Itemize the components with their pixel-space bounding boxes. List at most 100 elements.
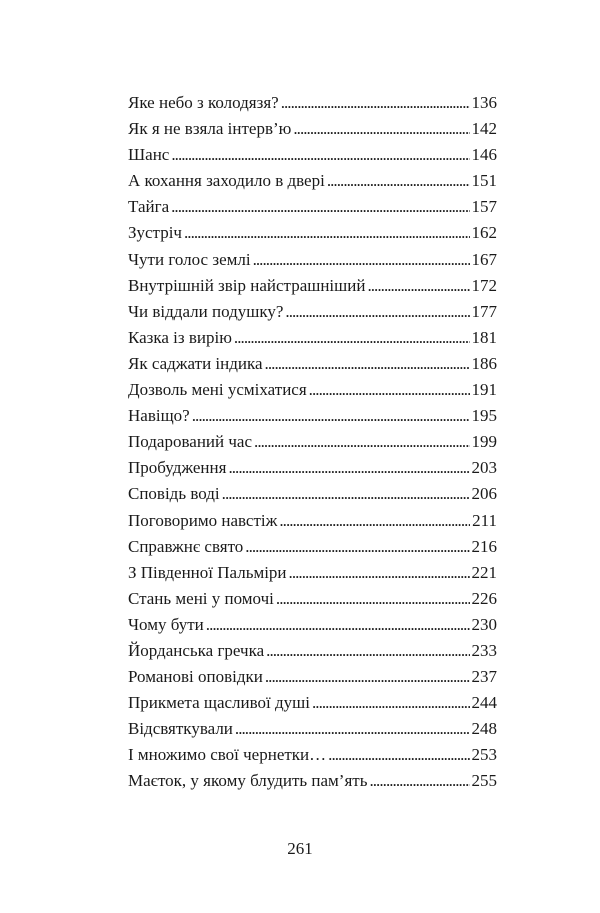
- toc-entry-title: Чому бути: [128, 614, 204, 634]
- dot-leader: [222, 481, 470, 507]
- dot-leader: [171, 194, 469, 220]
- toc-entry-title: Йорданська гречка: [128, 640, 265, 660]
- toc-entry-title: Як я не взяла інтерв’ю: [128, 119, 292, 139]
- toc-entry-title: І множимо свої чернетки…: [128, 745, 327, 765]
- toc-entry: Романові оповідки 237: [128, 664, 497, 690]
- toc-entry: Казка із вирію 181: [128, 325, 497, 351]
- toc-entry-title: Сповідь воді: [128, 484, 220, 504]
- toc-entry: Яке небо з колодязя? 136: [128, 90, 497, 116]
- dot-leader: [367, 273, 469, 299]
- toc-entry: Навіщо? 195: [128, 403, 497, 429]
- toc-entry: Поговоримо навстіж 211: [128, 508, 497, 534]
- toc-entry: Чому бути 230: [128, 612, 497, 638]
- toc-entry-title: З Південної Пальміри: [128, 562, 287, 582]
- toc-entry-title: Відсвяткували: [128, 719, 233, 739]
- toc-entry-title: Подарований час: [128, 432, 253, 452]
- toc-entry: Подарований час 199: [128, 429, 497, 455]
- toc-entry: Внутрішній звір найстрашніший 172: [128, 273, 497, 299]
- dot-leader: [327, 168, 470, 194]
- dot-leader: [184, 220, 470, 246]
- toc-entry-page: 203: [471, 458, 498, 478]
- toc-entry-title: Як саджати індика: [128, 353, 263, 373]
- toc-entry: Пробудження 203: [128, 455, 497, 481]
- toc-entry-page: 146: [471, 145, 498, 165]
- toc-entry-title: Чути голос землі: [128, 249, 251, 269]
- toc-entry-title: Прикмета щасливої душі: [128, 693, 310, 713]
- toc-entry-page: 172: [471, 275, 498, 295]
- toc-entry-title: Чи віддали подушку?: [128, 301, 284, 321]
- toc-entry-title: Зустріч: [128, 223, 182, 243]
- dot-leader: [279, 508, 470, 534]
- toc-entry-title: Стань мені у помочі: [128, 588, 274, 608]
- page-number: 261: [287, 839, 313, 858]
- dot-leader: [266, 638, 469, 664]
- dot-leader: [293, 116, 469, 142]
- dot-leader: [228, 455, 469, 481]
- dot-leader: [245, 534, 469, 560]
- dot-leader: [254, 429, 469, 455]
- toc-entry-page: 199: [471, 432, 498, 452]
- dot-leader: [281, 90, 470, 116]
- toc-entry-page: 255: [471, 771, 498, 791]
- toc-entry: Чути голос землі 167: [128, 247, 497, 273]
- toc-entry: Шанс 146: [128, 142, 497, 168]
- toc-entry: Тайга 157: [128, 194, 497, 220]
- dot-leader: [265, 351, 470, 377]
- toc-entry-page: 233: [471, 640, 498, 660]
- toc-entry: Чи віддали подушку? 177: [128, 299, 497, 325]
- toc-entry: Зустріч 162: [128, 220, 497, 246]
- dot-leader: [369, 768, 469, 794]
- toc-entry-page: 253: [471, 745, 498, 765]
- dot-leader: [289, 560, 470, 586]
- toc-entry: І множимо свої чернетки… 253: [128, 742, 497, 768]
- toc-entry: Дозволь мені усміхатися 191: [128, 377, 497, 403]
- toc-entry-title: Пробудження: [128, 458, 227, 478]
- toc-entry-page: 195: [471, 406, 498, 426]
- toc-entry: Стань мені у помочі 226: [128, 586, 497, 612]
- dot-leader: [253, 247, 470, 273]
- toc-entry-page: 162: [471, 223, 498, 243]
- toc-entry-title: Шанс: [128, 145, 170, 165]
- toc-entry-title: Маєток, у якому блудить пам’ять: [128, 771, 368, 791]
- toc-entry-page: 211: [472, 510, 497, 530]
- toc-entry-page: 167: [471, 249, 498, 269]
- toc-entry-title: Поговоримо навстіж: [128, 510, 278, 530]
- toc-entry: Сповідь воді 206: [128, 481, 497, 507]
- toc-entry-page: 136: [471, 93, 498, 112]
- toc-entry-page: 157: [471, 197, 498, 217]
- toc-entry-title: Навіщо?: [128, 406, 190, 426]
- toc-entry-page: 237: [471, 667, 498, 687]
- toc-entry-page: 151: [471, 171, 498, 191]
- toc-entry: Відсвяткували 248: [128, 716, 497, 742]
- toc-entry-page: 191: [471, 380, 498, 400]
- toc-entry-title: Яке небо з колодязя?: [128, 93, 279, 112]
- dot-leader: [309, 377, 470, 403]
- toc-entry-title: Романові оповідки: [128, 667, 263, 687]
- dot-leader: [192, 403, 470, 429]
- toc-entry-page: 181: [471, 327, 498, 347]
- toc-entry: Йорданська гречка 233: [128, 638, 497, 664]
- toc-entry: Як я не взяла інтерв’ю 142: [128, 116, 497, 142]
- toc-entry-title: Тайга: [128, 197, 170, 217]
- toc-entry-page: 248: [471, 719, 498, 739]
- toc-entry-page: 230: [471, 614, 498, 634]
- toc-entry: Маєток, у якому блудить пам’ять 255: [128, 768, 497, 794]
- toc-entry-title: А кохання заходило в двері: [128, 171, 325, 191]
- dot-leader: [234, 325, 470, 351]
- dot-leader: [312, 690, 470, 716]
- toc-entry: Як саджати індика 186: [128, 351, 497, 377]
- dot-leader: [171, 142, 469, 168]
- toc-entry-page: 216: [471, 536, 498, 556]
- toc-entry-title: Дозволь мені усміхатися: [128, 380, 307, 400]
- toc-entry: Прикмета щасливої душі 244: [128, 690, 497, 716]
- dot-leader: [328, 742, 469, 768]
- dot-leader: [285, 299, 469, 325]
- dot-leader: [265, 664, 470, 690]
- toc-entry-page: 177: [471, 301, 498, 321]
- toc-entry-page: 244: [471, 693, 498, 713]
- toc-entry: А кохання заходило в двері 151: [128, 168, 497, 194]
- toc-entry-page: 206: [471, 484, 498, 504]
- toc-entry-page: 142: [471, 119, 498, 139]
- toc-entry-page: 186: [471, 353, 498, 373]
- dot-leader: [206, 612, 470, 638]
